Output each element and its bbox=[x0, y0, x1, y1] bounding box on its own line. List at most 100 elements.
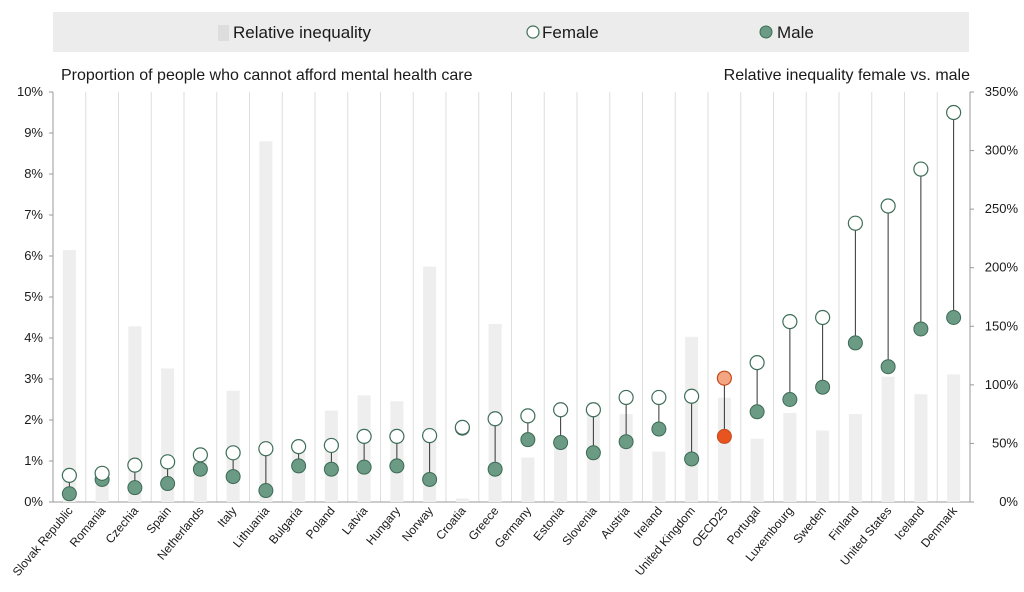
bar-25 bbox=[881, 376, 895, 502]
left-tick-label: 1% bbox=[24, 453, 43, 468]
male-point-19 bbox=[684, 451, 700, 467]
category-label: Denmark bbox=[918, 503, 961, 550]
category-label: Hungary bbox=[363, 504, 403, 548]
female-point-4 bbox=[192, 447, 208, 463]
bar-20 bbox=[717, 397, 731, 502]
female-point-11 bbox=[422, 427, 438, 444]
left-tick-label: 0% bbox=[24, 494, 43, 509]
male-point-18 bbox=[651, 421, 667, 437]
data-points bbox=[61, 104, 962, 502]
male-point-21 bbox=[749, 404, 765, 420]
male-point-5 bbox=[225, 469, 241, 485]
male-point-0 bbox=[61, 486, 77, 502]
left-axis: 0% 1% 2% 3% 4% 5% 6% 7% 8% 9% 10% bbox=[17, 84, 53, 509]
female-point-3 bbox=[160, 454, 176, 470]
category-label: Slovak Republic bbox=[10, 504, 76, 579]
male-point-13 bbox=[487, 461, 503, 477]
female-point-16 bbox=[585, 402, 601, 418]
male-point-6 bbox=[258, 483, 274, 499]
female-point-0 bbox=[61, 467, 77, 483]
male-point-14 bbox=[520, 432, 536, 448]
category-label: Norway bbox=[399, 504, 436, 544]
male-point-23 bbox=[815, 379, 831, 395]
male-point-8 bbox=[323, 461, 339, 477]
bar-6 bbox=[259, 141, 273, 502]
bar-18 bbox=[652, 451, 666, 502]
female-point-9 bbox=[356, 428, 372, 444]
left-tick-label: 5% bbox=[24, 289, 43, 304]
bar-26 bbox=[914, 394, 928, 502]
male-point-7 bbox=[291, 458, 307, 474]
right-axis: 0% 50% 100% 150% 200% 250% 300% 350% bbox=[970, 84, 1018, 509]
bar-11 bbox=[423, 266, 437, 502]
bar-22 bbox=[783, 412, 797, 502]
male-point-20 bbox=[716, 428, 732, 444]
right-tick-label: 200% bbox=[985, 260, 1019, 275]
male-point-22 bbox=[782, 392, 798, 407]
male-point-27 bbox=[946, 310, 962, 325]
right-tick-label: 50% bbox=[992, 435, 1018, 450]
left-tick-label: 10% bbox=[17, 84, 43, 99]
bar-23 bbox=[816, 430, 830, 502]
male-point-26 bbox=[913, 321, 929, 337]
right-tick-label: 250% bbox=[985, 201, 1019, 216]
female-point-18 bbox=[651, 389, 667, 406]
female-point-7 bbox=[291, 439, 307, 455]
category-label: Latvia bbox=[339, 504, 371, 538]
right-tick-label: 0% bbox=[999, 494, 1018, 509]
female-point-14 bbox=[520, 408, 536, 424]
right-tick-label: 150% bbox=[985, 318, 1019, 333]
category-label: OECD25 bbox=[689, 504, 731, 550]
female-point-20 bbox=[716, 370, 732, 386]
left-tick-label: 4% bbox=[24, 330, 43, 345]
category-label: Poland bbox=[303, 504, 338, 542]
female-point-6 bbox=[258, 441, 274, 457]
male-point-24 bbox=[847, 335, 863, 351]
female-point-23 bbox=[815, 309, 831, 326]
category-label: Czechia bbox=[103, 504, 142, 546]
right-tick-label: 300% bbox=[985, 143, 1019, 158]
female-point-19 bbox=[684, 388, 700, 404]
right-axis-title: Relative inequality female vs. male bbox=[724, 67, 970, 84]
male-point-15 bbox=[553, 435, 569, 451]
bar-2 bbox=[128, 326, 142, 502]
legend-label-female: Female bbox=[542, 23, 599, 42]
female-point-5 bbox=[225, 445, 241, 461]
female-point-13 bbox=[487, 411, 503, 427]
legend-swatch-male bbox=[759, 25, 773, 39]
male-point-11 bbox=[422, 471, 438, 487]
category-label: Italy bbox=[215, 504, 240, 530]
legend-swatch-relative-inequality bbox=[218, 25, 229, 41]
bar-27 bbox=[947, 374, 961, 502]
female-point-10 bbox=[389, 428, 405, 444]
female-point-17 bbox=[618, 389, 634, 406]
male-point-3 bbox=[160, 476, 176, 492]
male-point-4 bbox=[192, 461, 208, 477]
legend-label-male: Male bbox=[777, 23, 814, 42]
bar-21 bbox=[750, 438, 764, 502]
male-point-9 bbox=[356, 459, 372, 475]
female-point-22 bbox=[782, 314, 798, 330]
female-point-25 bbox=[880, 198, 896, 214]
male-point-25 bbox=[880, 359, 896, 375]
male-point-17 bbox=[618, 434, 634, 450]
female-point-26 bbox=[913, 161, 929, 177]
category-label: Spain bbox=[143, 504, 173, 537]
male-point-2 bbox=[127, 480, 143, 496]
legend-background bbox=[53, 12, 969, 52]
bar-12 bbox=[455, 498, 469, 502]
bar-0 bbox=[62, 250, 76, 502]
legend: Relative inequality Female Male bbox=[53, 12, 969, 52]
left-tick-label: 7% bbox=[24, 207, 43, 222]
left-tick-label: 8% bbox=[24, 166, 43, 181]
bar-24 bbox=[848, 414, 862, 502]
female-point-24 bbox=[847, 215, 863, 231]
category-label: Romania bbox=[67, 504, 109, 550]
left-tick-label: 2% bbox=[24, 412, 43, 427]
left-tick-label: 3% bbox=[24, 371, 43, 386]
category-label: Bulgaria bbox=[266, 504, 305, 547]
female-point-2 bbox=[127, 457, 143, 473]
category-label: Austria bbox=[598, 504, 633, 542]
